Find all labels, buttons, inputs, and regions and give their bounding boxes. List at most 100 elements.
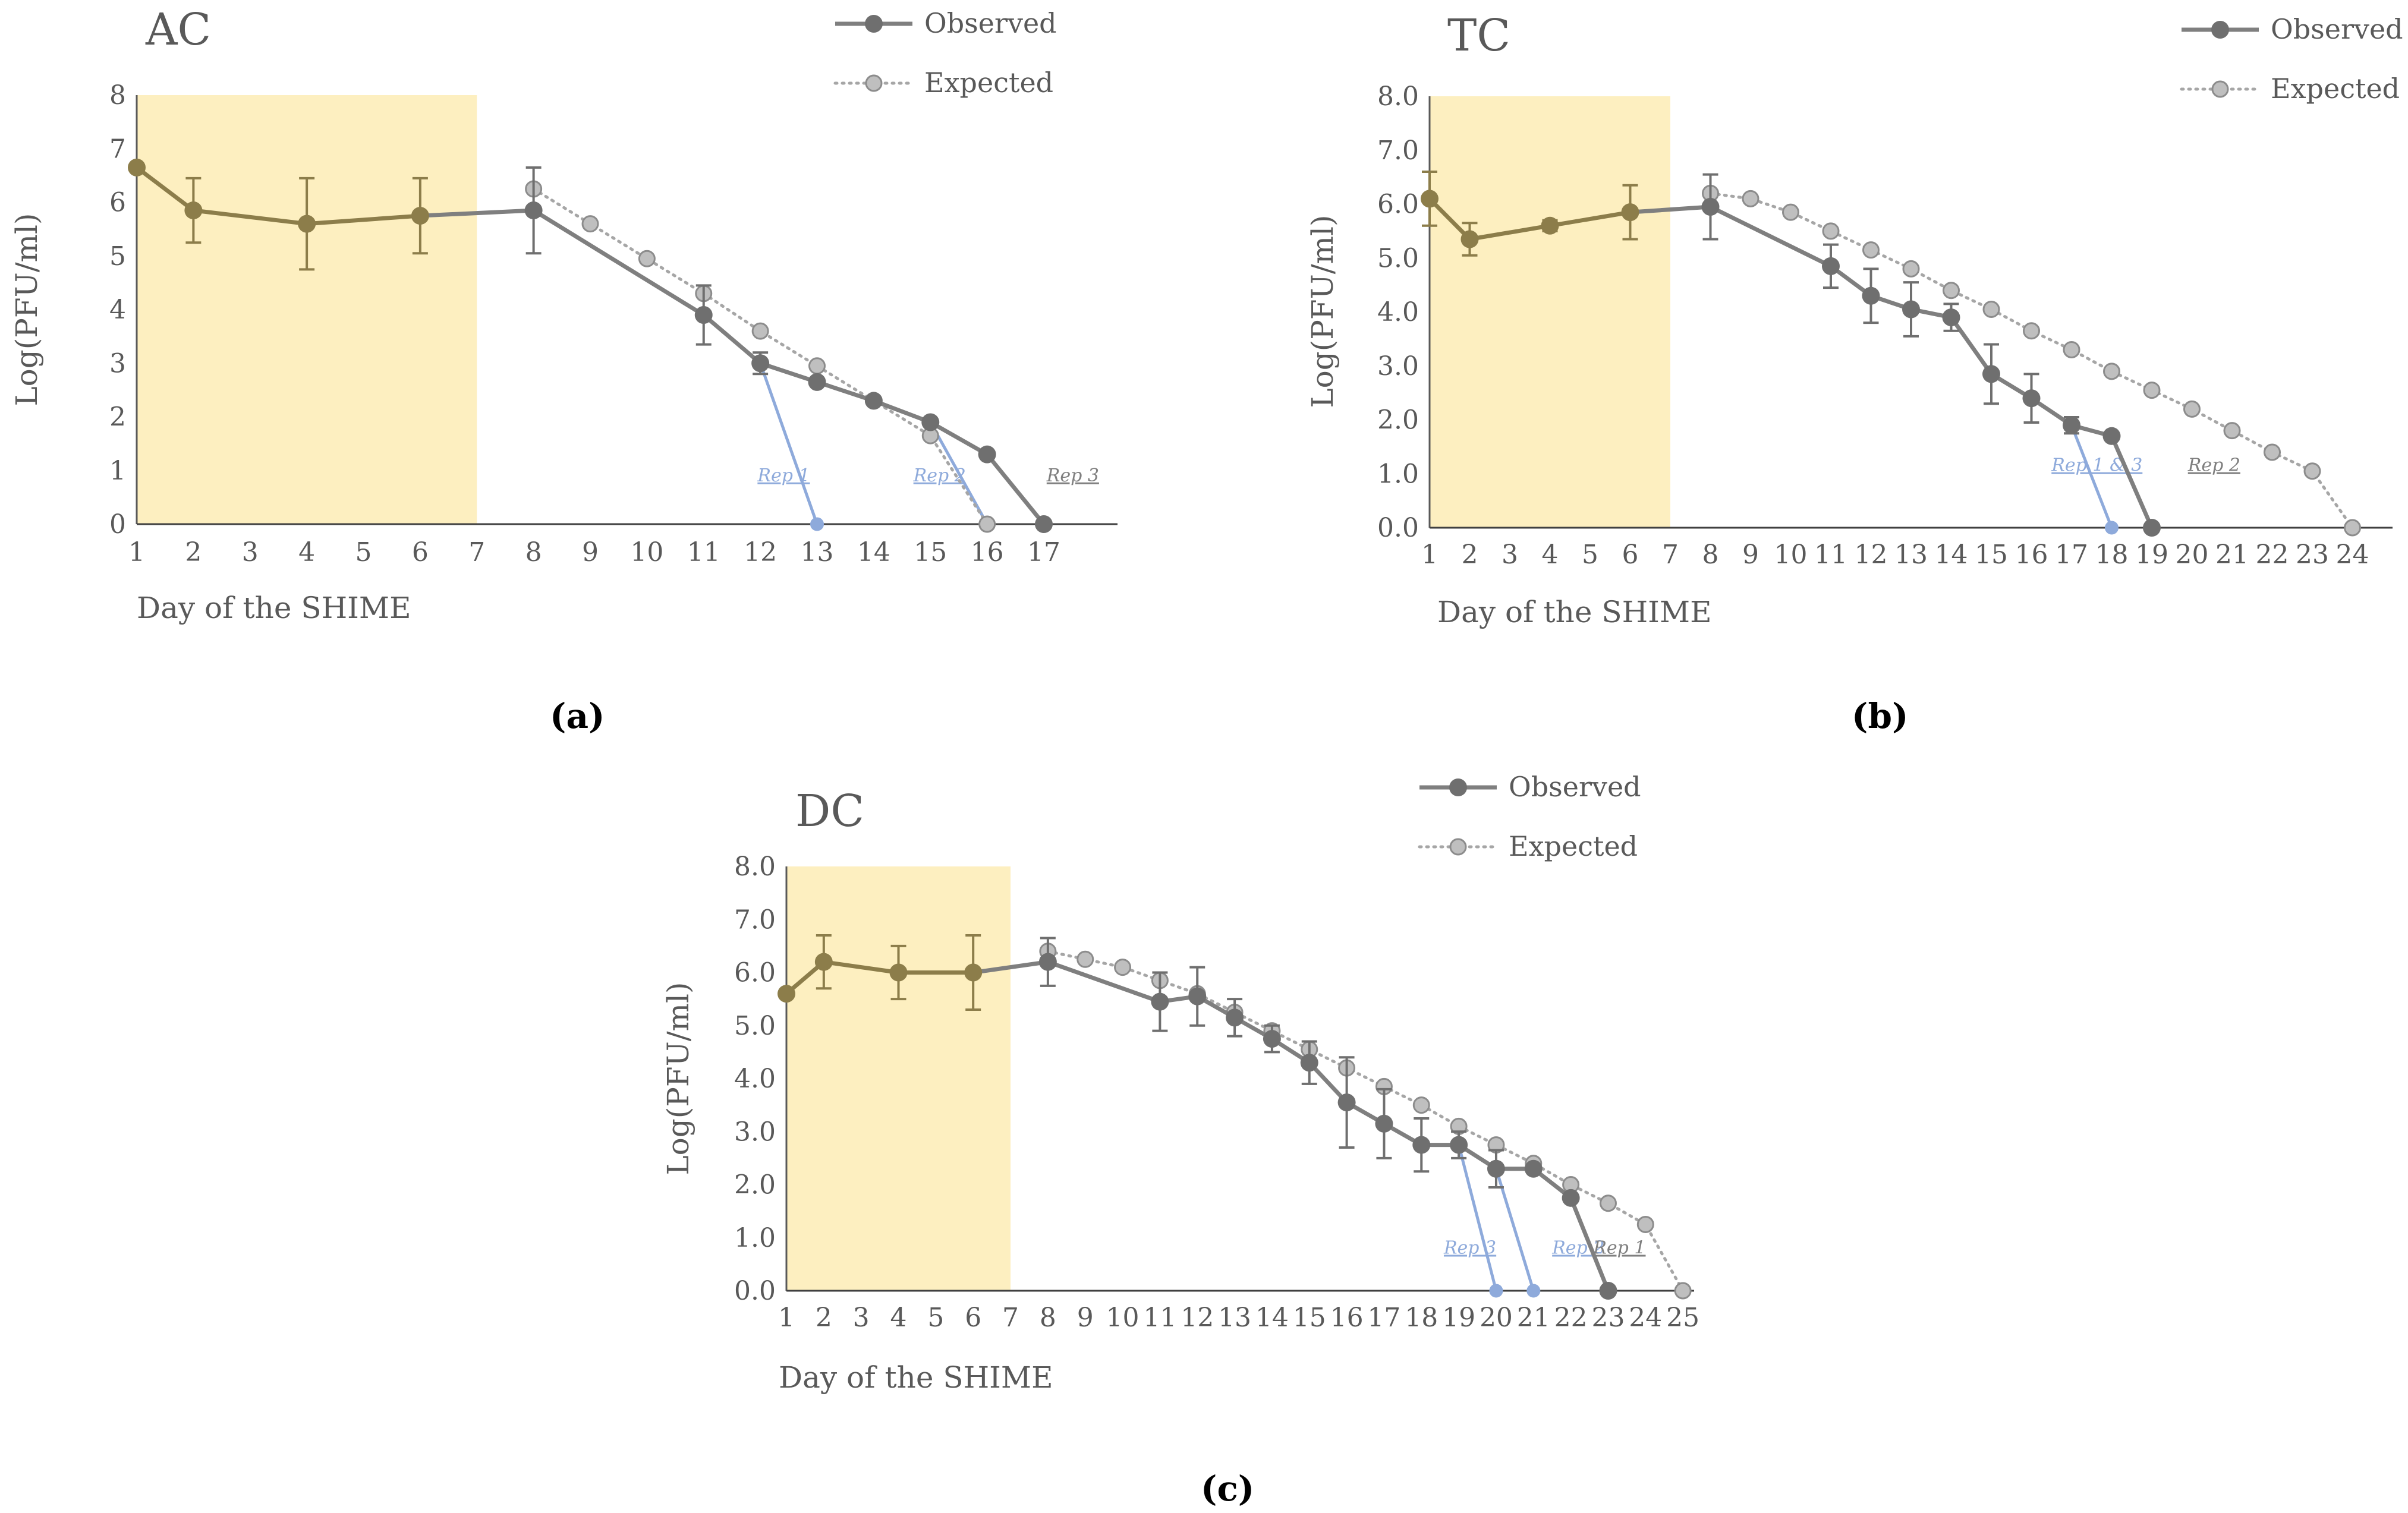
legend-expected-marker — [1449, 838, 1467, 856]
y-tick-label: 2.0 — [734, 1170, 776, 1200]
y-tick-label: 8.0 — [734, 852, 776, 882]
x-tick-label: 5 — [355, 537, 372, 568]
expected-series-line — [532, 187, 989, 526]
shaded-region — [786, 866, 1011, 1291]
observed-point — [1151, 992, 1169, 1011]
rep-label: Rep 1 — [1592, 1238, 1645, 1259]
observed-point — [1460, 230, 1479, 248]
chart-title: TC — [1447, 10, 1510, 61]
x-tick-label: 19 — [1442, 1303, 1475, 1333]
panel-b: 0.01.02.03.04.05.06.07.08.01 2 3 4 5 6 7 8 9 10 11… — [1305, 10, 2403, 736]
y-tick-label: 1.0 — [1377, 459, 1419, 489]
y-tick-label: 7.0 — [734, 904, 776, 935]
x-tick-label: 11 — [1143, 1303, 1176, 1333]
observed-point — [1701, 198, 1720, 216]
observed-point — [921, 413, 940, 431]
rep-end-marker — [2105, 521, 2119, 535]
expected-point — [1599, 1194, 1617, 1212]
expected-point — [581, 215, 599, 233]
observed-point — [1035, 515, 1053, 533]
x-tick-label: 6 — [965, 1303, 981, 1333]
expected-point — [1076, 950, 1094, 968]
observed-segment — [1569, 1197, 1610, 1292]
expected-series-line — [1709, 191, 2354, 529]
x-tick-label: 8 — [1040, 1303, 1056, 1333]
x-tick-label: 23 — [2296, 540, 2329, 570]
x-tick-label: 9 — [1077, 1303, 1094, 1333]
rep-end-marker — [1489, 1284, 1503, 1298]
observed-point — [1902, 300, 1920, 319]
x-tick-label: 15 — [1975, 540, 2008, 570]
chart-title: DC — [795, 786, 864, 837]
observed-point — [1862, 286, 1880, 305]
observed-point — [1337, 1093, 1356, 1112]
y-tick-label: 5.0 — [734, 1011, 776, 1041]
expected-point — [2183, 400, 2201, 418]
x-tick-label: 2 — [816, 1303, 832, 1333]
x-tick-label: 13 — [1894, 540, 1928, 570]
y-tick-label: 6.0 — [734, 958, 776, 988]
observed-segment — [1630, 204, 1711, 215]
observed-point — [1541, 216, 1559, 235]
observed-point — [1188, 987, 1207, 1005]
y-tick-label: 4.0 — [734, 1064, 776, 1094]
x-tick-label: 4 — [1542, 540, 1559, 570]
x-tick-label: 6 — [1622, 540, 1639, 570]
x-tick-label: 1 — [1421, 540, 1438, 570]
y-tick-label: 0.0 — [1377, 513, 1419, 543]
x-tick-label: 12 — [1181, 1303, 1214, 1333]
x-tick-label: 3 — [1502, 540, 1518, 570]
x-tick-label: 25 — [1666, 1303, 1699, 1333]
x-tick-label: 9 — [1742, 540, 1759, 570]
observed-point — [2102, 427, 2121, 445]
x-tick-label: 16 — [2015, 540, 2048, 570]
x-tick-label: 7 — [1662, 540, 1679, 570]
y-tick-label: 2.0 — [1377, 405, 1419, 436]
x-tick-label: 14 — [857, 537, 890, 568]
x-tick-label: 19 — [2135, 540, 2168, 570]
x-axis-label: Day of the SHIME — [1437, 595, 1712, 629]
legend-observed-label: Observed — [1509, 771, 1641, 803]
y-tick-label: 7 — [109, 134, 126, 164]
x-tick-label: 4 — [298, 537, 315, 568]
observed-point — [778, 985, 795, 1003]
observed-segment — [1308, 1061, 1349, 1104]
observed-segment — [1949, 316, 1993, 376]
expected-point — [638, 250, 656, 267]
observed-segment — [1709, 204, 1832, 269]
rep-end-marker — [1526, 1284, 1541, 1298]
expected-point — [1982, 300, 2000, 318]
observed-point — [1942, 308, 1960, 327]
observed-segment — [760, 361, 818, 384]
x-tick-label: 17 — [2055, 540, 2088, 570]
y-tick-label: 5.0 — [1377, 243, 1419, 273]
y-tick-label: 6.0 — [1377, 190, 1419, 220]
x-tick-label: 22 — [1554, 1303, 1588, 1333]
observed-point — [1412, 1136, 1431, 1154]
x-tick-label: 24 — [1629, 1303, 1662, 1333]
expected-point — [978, 515, 996, 533]
observed-point — [1300, 1054, 1318, 1072]
expected-point — [1822, 222, 1840, 240]
x-tick-label: 1 — [778, 1303, 795, 1333]
panel-caption: (c) — [1201, 1468, 1254, 1509]
observed-point — [814, 953, 833, 971]
x-tick-label: 10 — [630, 537, 663, 568]
x-tick-label: 13 — [1218, 1303, 1251, 1333]
rep-drop-line — [758, 363, 819, 525]
observed-point — [1599, 1282, 1617, 1300]
y-axis-label: Log(PFU/ml) — [1305, 215, 1340, 408]
x-tick-label: 17 — [1367, 1303, 1400, 1333]
observed-segment — [1549, 210, 1631, 228]
rep-drop-line — [2070, 424, 2113, 528]
y-tick-label: 0 — [109, 509, 126, 540]
observed-point — [1038, 953, 1057, 971]
expected-point — [1902, 260, 1920, 278]
x-tick-label: 9 — [582, 537, 599, 568]
observed-segment — [532, 209, 705, 317]
x-tick-label: 4 — [890, 1303, 907, 1333]
expected-point — [1114, 959, 1132, 976]
observed-point — [2022, 389, 2041, 408]
rep-end-marker — [810, 517, 824, 531]
